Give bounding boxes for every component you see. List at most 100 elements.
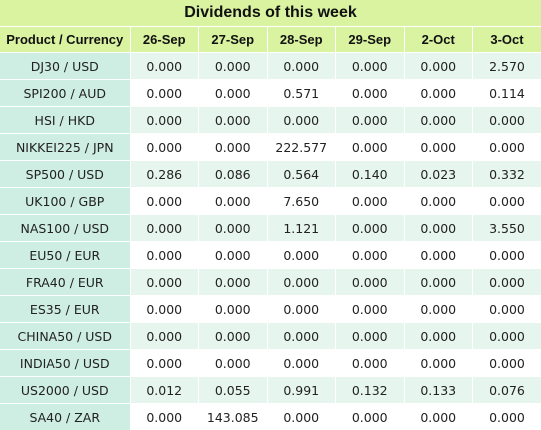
dividend-value-cell: 0.000 [404,242,473,269]
dividend-value-cell: 0.000 [336,134,405,161]
dividend-value-cell: 0.000 [404,215,473,242]
dividend-value-cell: 0.000 [130,188,199,215]
column-header-date: 26-Sep [130,27,199,53]
column-header-product: Product / Currency [0,27,130,53]
dividend-value-cell: 0.000 [130,269,199,296]
dividend-value-cell: 0.000 [130,107,199,134]
dividend-value-cell: 0.000 [404,404,473,430]
dividend-value-cell: 0.000 [336,269,405,296]
dividend-value-cell: 0.000 [336,107,405,134]
column-header-date: 29-Sep [336,27,405,53]
dividend-value-cell: 0.332 [473,161,541,188]
dividend-value-cell: 0.000 [267,404,336,430]
dividend-value-cell: 0.000 [336,188,405,215]
dividend-value-cell: 0.000 [130,296,199,323]
dividend-value-cell: 0.076 [473,377,541,404]
dividend-value-cell: 0.991 [267,377,336,404]
dividend-value-cell: 0.000 [130,80,199,107]
product-cell: SA40 / ZAR [0,404,130,430]
dividend-value-cell: 0.000 [130,53,199,80]
product-cell: NAS100 / USD [0,215,130,242]
dividend-value-cell: 0.000 [473,242,541,269]
product-cell: CHINA50 / USD [0,323,130,350]
dividend-value-cell: 0.000 [473,134,541,161]
dividend-value-cell: 0.000 [199,323,268,350]
dividend-value-cell: 0.000 [199,80,268,107]
dividend-value-cell: 0.000 [267,269,336,296]
dividend-value-cell: 0.000 [404,53,473,80]
dividend-value-cell: 0.000 [130,215,199,242]
dividend-value-cell: 0.000 [404,269,473,296]
product-cell: NIKKEI225 / JPN [0,134,130,161]
dividend-value-cell: 0.000 [336,296,405,323]
dividend-value-cell: 0.000 [336,215,405,242]
dividend-value-cell: 0.000 [199,188,268,215]
column-header-date: 28-Sep [267,27,336,53]
column-header-date: 3-Oct [473,27,541,53]
product-cell: SP500 / USD [0,161,130,188]
dividend-value-cell: 0.000 [473,107,541,134]
title-row: Dividends of this week [0,0,541,27]
dividend-value-cell: 0.000 [473,350,541,377]
column-header-row: Product / Currency 26-Sep 27-Sep 28-Sep … [0,27,541,53]
dividend-value-cell: 0.000 [473,188,541,215]
dividend-value-cell: 0.286 [130,161,199,188]
dividends-table-container: Dividends of this week Product / Currenc… [0,0,541,416]
dividend-value-cell: 0.133 [404,377,473,404]
product-cell: INDIA50 / USD [0,350,130,377]
dividend-value-cell: 0.000 [267,296,336,323]
product-cell: EU50 / EUR [0,242,130,269]
dividend-value-cell: 0.000 [336,323,405,350]
dividend-value-cell: 0.000 [199,269,268,296]
dividend-value-cell: 0.000 [199,134,268,161]
dividend-value-cell: 0.000 [267,350,336,377]
dividend-value-cell: 0.000 [267,53,336,80]
dividend-value-cell: 0.114 [473,80,541,107]
dividend-value-cell: 0.564 [267,161,336,188]
dividend-value-cell: 0.000 [336,350,405,377]
dividend-value-cell: 2.570 [473,53,541,80]
product-cell: DJ30 / USD [0,53,130,80]
dividend-value-cell: 7.650 [267,188,336,215]
dividend-value-cell: 0.000 [267,107,336,134]
column-header-date: 2-Oct [404,27,473,53]
dividend-value-cell: 0.000 [404,323,473,350]
dividend-value-cell: 0.000 [404,296,473,323]
dividend-value-cell: 0.000 [404,188,473,215]
dividend-value-cell: 0.000 [199,350,268,377]
dividend-value-cell: 0.000 [336,53,405,80]
dividend-value-cell: 0.000 [130,350,199,377]
dividend-value-cell: 0.132 [336,377,405,404]
product-cell: US2000 / USD [0,377,130,404]
dividend-value-cell: 1.121 [267,215,336,242]
dividend-value-cell: 0.000 [473,323,541,350]
dividend-value-cell: 0.000 [473,296,541,323]
dividend-value-cell: 0.000 [473,269,541,296]
dividend-value-cell: 0.000 [199,107,268,134]
dividend-value-cell: 222.577 [267,134,336,161]
product-cell: HSI / HKD [0,107,130,134]
dividend-value-cell: 0.000 [267,242,336,269]
dividend-value-cell: 0.000 [130,404,199,430]
dividend-value-cell: 0.000 [404,80,473,107]
dividend-value-cell: 0.023 [404,161,473,188]
dividend-value-cell: 0.000 [199,296,268,323]
dividend-value-cell: 0.000 [199,215,268,242]
dividend-value-cell: 0.140 [336,161,405,188]
dividend-value-cell: 0.000 [404,107,473,134]
dividend-value-cell: 0.012 [130,377,199,404]
dividend-value-cell: 0.000 [336,242,405,269]
table-title: Dividends of this week [0,0,541,27]
